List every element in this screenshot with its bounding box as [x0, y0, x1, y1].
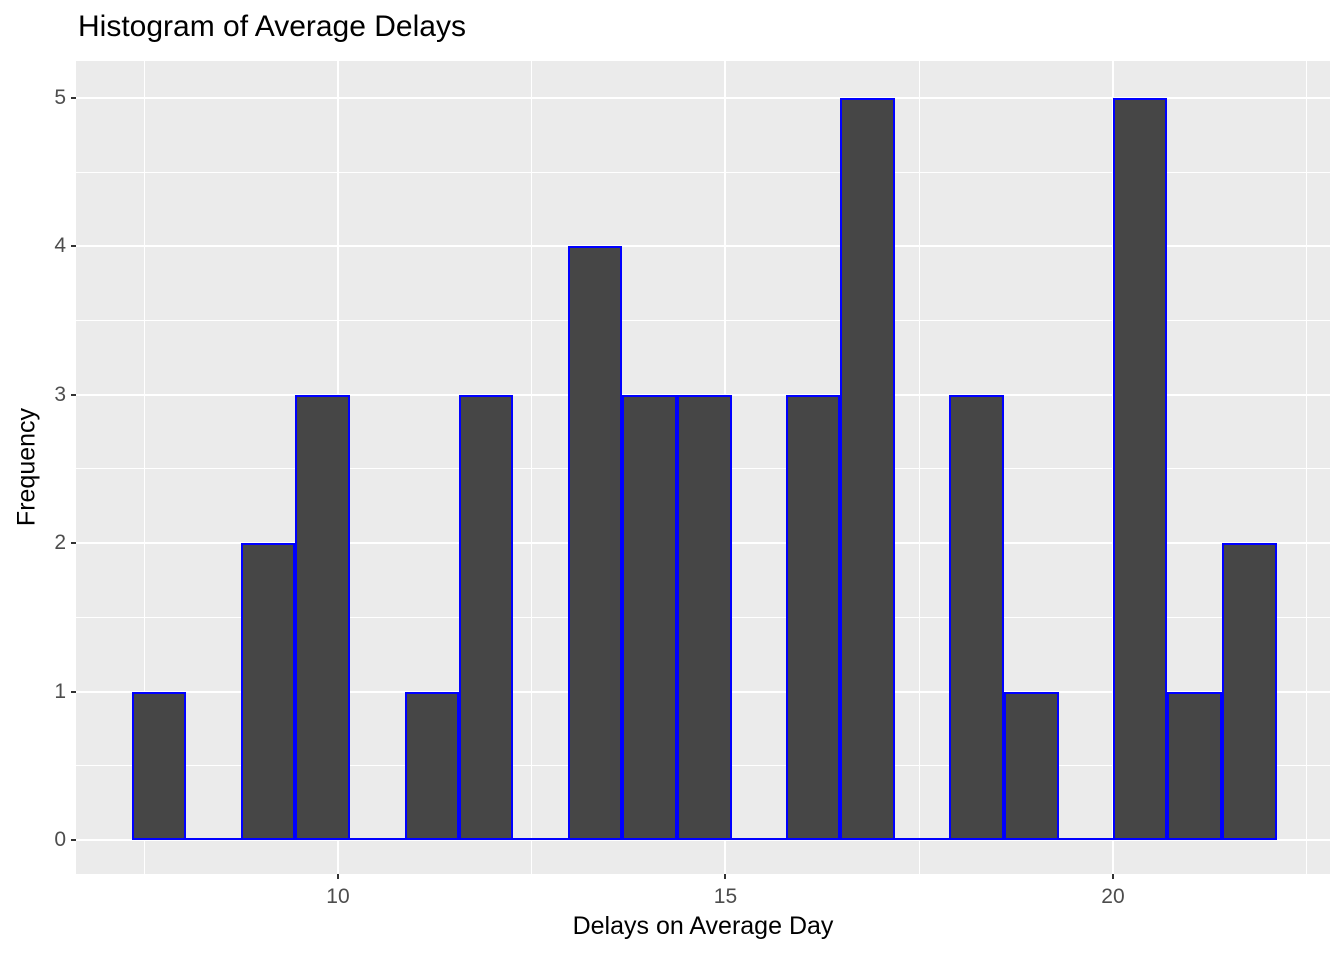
histogram-bar — [404, 691, 459, 840]
histogram-bar — [1167, 691, 1223, 840]
y-tick-label: 3 — [54, 382, 66, 406]
x-tick-label: 10 — [326, 885, 350, 908]
gridline-minor-vertical — [918, 61, 920, 874]
histogram-bar — [949, 394, 1004, 840]
x-tick-label: 20 — [1101, 885, 1125, 908]
chart-title: Histogram of Average Delays — [78, 10, 466, 43]
histogram-bar — [1222, 543, 1277, 840]
y-tick-label: 1 — [54, 679, 66, 703]
y-axis-title: Frequency — [12, 407, 41, 527]
histogram-bar — [568, 246, 623, 840]
y-tick-mark — [71, 245, 76, 248]
x-tick-mark — [336, 874, 339, 879]
gridline-minor-vertical — [531, 61, 533, 874]
histogram-bar — [676, 394, 732, 840]
y-tick-mark — [71, 97, 76, 100]
y-tick-mark — [71, 690, 76, 693]
histogram-bar — [458, 394, 514, 840]
y-tick-mark — [71, 542, 76, 545]
y-tick-mark — [71, 838, 76, 841]
histogram-bar — [840, 98, 896, 840]
histogram-bar — [295, 394, 350, 840]
x-axis-title: Delays on Average Day — [572, 912, 834, 940]
y-tick-label: 0 — [54, 827, 66, 851]
gridline-major-horizontal — [76, 245, 1330, 248]
histogram-bar — [622, 394, 677, 840]
y-tick-label: 5 — [54, 86, 66, 110]
histogram-bar — [241, 543, 296, 840]
gridline-minor-horizontal — [76, 320, 1330, 322]
y-tick-label: 4 — [54, 234, 66, 258]
histogram-bar — [131, 691, 187, 840]
gridline-major-horizontal — [76, 97, 1330, 100]
gridline-minor-vertical — [143, 61, 145, 874]
x-tick-label: 15 — [713, 885, 738, 908]
plot-panel — [76, 61, 1330, 874]
histogram-bar — [785, 394, 841, 840]
y-tick-mark — [71, 393, 76, 396]
gridline-minor-horizontal — [76, 171, 1330, 173]
y-tick-label: 2 — [54, 531, 66, 555]
gridline-minor-vertical — [1306, 61, 1308, 874]
x-tick-mark — [724, 874, 727, 879]
histogram-bar — [1003, 691, 1059, 840]
gridline-major-horizontal — [76, 838, 1330, 841]
histogram-bar — [1112, 98, 1168, 840]
x-tick-mark — [1111, 874, 1114, 879]
